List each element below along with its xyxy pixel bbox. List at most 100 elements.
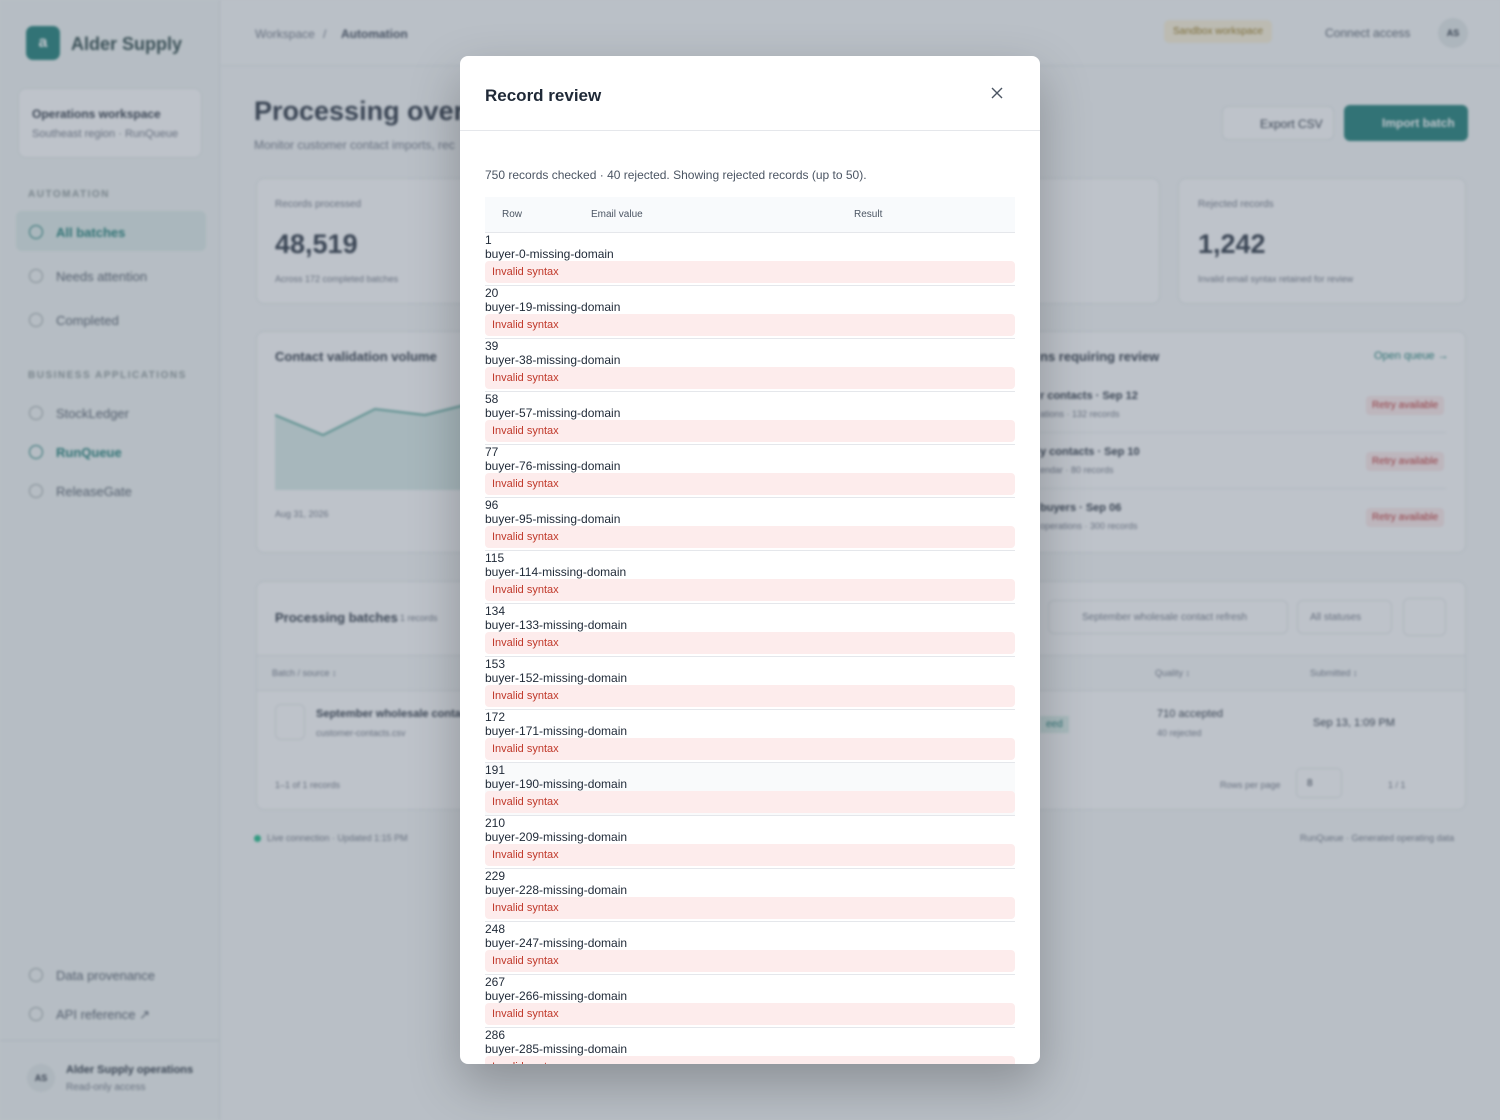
result-badge: Invalid syntax: [485, 420, 1015, 442]
workspace-subtitle: Southeast region · RunQueue: [32, 128, 179, 140]
open-queue-link[interactable]: Open queue →: [1374, 350, 1449, 362]
result-badge: Invalid syntax: [485, 897, 1015, 919]
result-badge: Invalid syntax: [485, 844, 1015, 866]
submitted: Sep 13, 1:09 PM: [1313, 717, 1395, 729]
breadcrumb[interactable]: Workspace: [255, 27, 315, 41]
record-row: 58 buyer-57-missing-domain Invalid syntax: [485, 392, 1015, 445]
modal-summary: 750 records checked · 40 rejected. Showi…: [485, 168, 867, 182]
nav-icon: [29, 225, 43, 239]
record-row: 20 buyer-19-missing-domain Invalid syntax: [485, 286, 1015, 339]
accepted: 710 accepted: [1157, 708, 1224, 720]
line: [275, 404, 465, 437]
review-item-name[interactable]: r contacts · Sep 12: [1040, 390, 1138, 402]
nav-icon: [29, 406, 43, 420]
row-number: 267: [485, 975, 506, 989]
nav-item[interactable]: All batches: [56, 225, 126, 240]
nav-item[interactable]: Data provenance: [56, 968, 156, 983]
review-item-status: Retry available: [1366, 396, 1445, 415]
stat-note: Invalid email syntax retained for review: [1198, 274, 1354, 284]
nav-section: AUTOMATION: [28, 189, 110, 200]
row-number: 77: [485, 445, 499, 459]
record-row: 229 buyer-228-missing-domain Invalid synta…: [485, 869, 1015, 922]
nav-icon: [29, 445, 43, 459]
record-row: 210 buyer-209-missing-domain Invalid synta…: [485, 816, 1015, 869]
nav-item[interactable]: RunQueue: [56, 445, 122, 460]
email-value: buyer-285-missing-domain: [485, 1042, 628, 1056]
email-value: buyer-266-missing-domain: [485, 989, 628, 1003]
connect-access[interactable]: Connect access: [1325, 26, 1411, 40]
record-row: 248 buyer-247-missing-domain Invalid synta…: [485, 922, 1015, 975]
page-title: Processing overvi: [254, 96, 487, 126]
email-value: buyer-114-missing-domain: [485, 565, 627, 579]
record-row: 77 buyer-76-missing-domain Invalid syntax: [485, 445, 1015, 498]
rows-per-page-label: Rows per page: [1220, 780, 1281, 790]
review-item-name[interactable]: buyers · Sep 06: [1040, 502, 1122, 514]
stat-label: Rejected records: [1198, 199, 1274, 210]
close-button[interactable]: [991, 87, 1003, 99]
result-badge: Invalid syntax: [485, 685, 1015, 707]
page-subtitle: Monitor customer contact imports, rec: [254, 138, 455, 152]
result-badge: Invalid syntax: [485, 738, 1015, 760]
workspace-card[interactable]: [18, 88, 202, 158]
column-header[interactable]: Quality ↕: [1155, 668, 1191, 678]
chart-date: Aug 31, 2026: [275, 509, 329, 519]
nav-icon: [29, 269, 43, 283]
search-input[interactable]: September wholesale contact refresh: [1048, 600, 1288, 634]
result-badge: Invalid syntax: [485, 1003, 1015, 1025]
record-row: 191 buyer-190-missing-domain Invalid synta…: [485, 763, 1015, 816]
column-header[interactable]: Batch / source ↕: [272, 668, 337, 678]
nav-item[interactable]: Needs attention: [56, 269, 148, 284]
area: [275, 405, 465, 490]
row-number: 96: [485, 498, 499, 512]
user-name: Alder Supply operations: [66, 1064, 194, 1076]
record-row: 267 buyer-266-missing-domain Invalid synta…: [485, 975, 1015, 1028]
result-badge: Invalid syntax: [485, 791, 1015, 813]
avatar[interactable]: AS: [1438, 18, 1468, 48]
footer-status: Live connection · Updated 1:15 PM: [267, 833, 408, 843]
row-number: 286: [485, 1028, 506, 1042]
row-number: 1: [485, 233, 492, 247]
column-header: Row: [502, 209, 523, 220]
breadcrumb-current: Automation: [341, 27, 408, 41]
brand-name: Alder Supply: [71, 34, 183, 54]
divider: [1040, 488, 1446, 489]
import-button[interactable]: Import batch: [1344, 105, 1468, 141]
row-number: 20: [485, 286, 499, 300]
result-badge: Invalid syntax: [485, 314, 1015, 336]
export-button[interactable]: Export CSV: [1222, 106, 1334, 140]
column-header[interactable]: Submitted ↕: [1310, 668, 1358, 678]
row-number: 248: [485, 922, 506, 936]
record-row: 153 buyer-152-missing-domain Invalid synta…: [485, 657, 1015, 710]
email-value: buyer-57-missing-domain: [485, 406, 621, 420]
review-item-meta: endar · 80 records: [1040, 465, 1114, 475]
record-row: 96 buyer-95-missing-domain Invalid syntax: [485, 498, 1015, 551]
batch-status: eed: [1040, 716, 1069, 733]
user-avatar: AS: [27, 1064, 55, 1092]
status-filter[interactable]: All statuses: [1297, 600, 1392, 634]
footer-source: RunQueue · Generated operating data: [1300, 833, 1455, 843]
row-number: 115: [485, 551, 505, 565]
row-number: 210: [485, 816, 506, 830]
close-icon: [991, 87, 1003, 99]
row-number: 172: [485, 710, 506, 724]
nav-item[interactable]: API reference ↗: [56, 1007, 150, 1022]
sidebar: a Alder Supply Operations workspace Sout…: [0, 0, 220, 1120]
stat-card: [1020, 178, 1160, 304]
review-item-status: Retry available: [1366, 508, 1445, 527]
review-item-name[interactable]: y contacts · Sep 10: [1040, 446, 1140, 458]
row-number: 39: [485, 339, 499, 353]
nav-item[interactable]: Completed: [56, 313, 119, 328]
email-value: buyer-0-missing-domain: [485, 247, 614, 261]
nav-item[interactable]: StockLedger: [56, 406, 129, 421]
row-number: 58: [485, 392, 499, 406]
page-size[interactable]: 8: [1296, 768, 1342, 798]
batch-name[interactable]: September wholesale contac: [316, 708, 467, 720]
nav-item[interactable]: ReleaseGate: [56, 484, 132, 499]
batch-icon: [275, 704, 305, 740]
card-title: ns requiring review: [1040, 349, 1160, 364]
result-badge: Invalid syntax: [485, 473, 1015, 495]
range: 1–1 of 1 records: [275, 780, 341, 790]
row-number: 229: [485, 869, 506, 883]
refresh-button[interactable]: [1403, 598, 1446, 636]
